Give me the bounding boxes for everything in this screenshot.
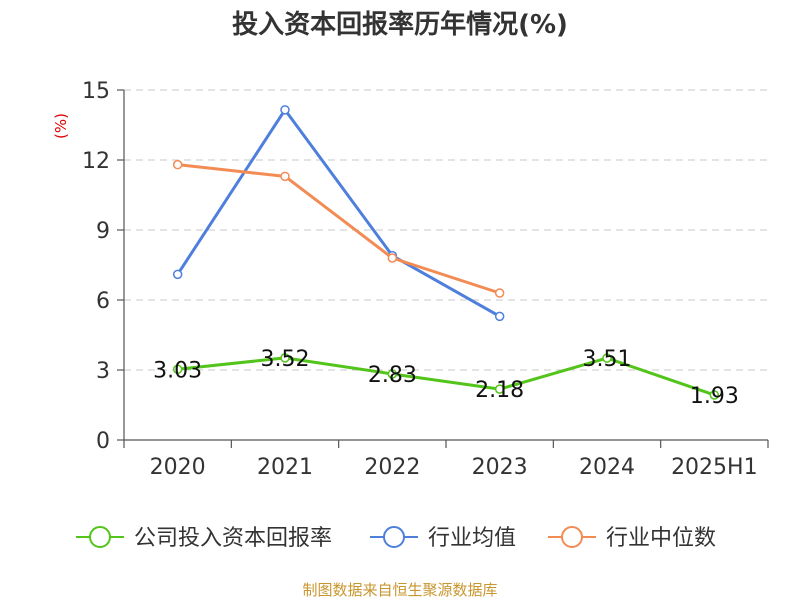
legend-marker [89, 526, 111, 548]
data-point [494, 384, 505, 394]
x-tick-label: 2020 [150, 455, 206, 480]
series-lines [172, 105, 720, 400]
data-point [387, 369, 398, 379]
y-tick-label: 3 [96, 359, 110, 384]
series-line [177, 163, 501, 295]
chart-title: 投入资本回报率历年情况(%) [232, 9, 568, 40]
x-tick-label: 2023 [472, 455, 528, 480]
axes: 0 3 6 9 12 15 2020 2021 2022 2023 2024 2025H1 [82, 79, 769, 480]
data-label: 2.83 [368, 363, 417, 388]
y-tick-label: 9 [96, 219, 110, 244]
legend: 公司投入资本回报率 行业均值 行业中位数 [76, 526, 716, 551]
data-point [172, 269, 183, 280]
x-tick-label: 2021 [257, 455, 313, 480]
data-point [709, 390, 720, 400]
data-label: 3.52 [261, 347, 310, 372]
data-point [494, 311, 505, 322]
data-point [280, 171, 290, 182]
series-line [177, 356, 715, 397]
data-point [280, 353, 290, 363]
data-point [280, 105, 290, 115]
data-label: 1.93 [690, 384, 739, 409]
legend-marker [561, 526, 583, 548]
series-line [176, 108, 501, 318]
data-labels: 3.03 3.52 2.83 2.18 3.51 1.93 [153, 347, 739, 409]
data-point [387, 253, 398, 263]
grid-lines [124, 89, 768, 371]
x-tick-label: 2025H1 [671, 455, 758, 480]
data-point [172, 364, 183, 375]
data-label: 2.18 [475, 378, 524, 403]
data-point [172, 159, 183, 170]
source-note: 制图数据来自恒生聚源数据库 [302, 581, 497, 599]
data-label: 3.03 [153, 358, 202, 383]
y-tick-label: 12 [82, 149, 110, 174]
x-tick-label: 2022 [364, 455, 420, 480]
y-tick-label: 0 [96, 429, 110, 454]
y-tick-label: 6 [96, 289, 110, 314]
data-point [494, 288, 505, 298]
legend-label: 行业均值 [428, 526, 516, 551]
legend-marker [383, 526, 405, 548]
legend-label: 公司投入资本回报率 [134, 526, 332, 551]
data-label: 3.51 [583, 347, 632, 372]
x-tick-label: 2024 [579, 455, 635, 480]
legend-label: 行业中位数 [606, 526, 716, 551]
data-point [602, 353, 612, 363]
y-tick-label: 15 [82, 79, 110, 104]
y-axis-unit: (%) [52, 113, 70, 139]
